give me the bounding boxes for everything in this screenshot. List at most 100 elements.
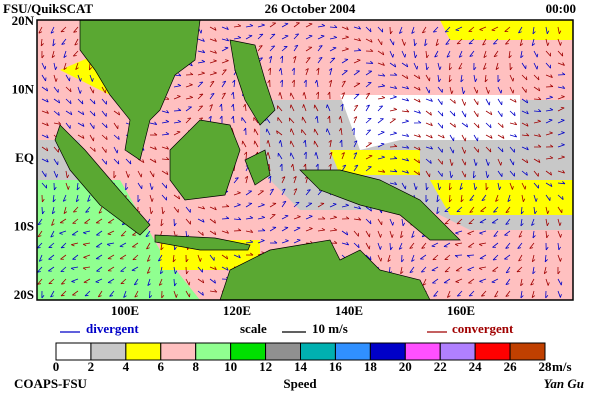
wind-arrow [509, 98, 517, 103]
wind-arrow [101, 134, 108, 141]
wind-arrow [545, 131, 553, 136]
wind-arrow [492, 242, 499, 248]
wind-arrow [257, 23, 265, 28]
wind-arrow [482, 38, 487, 46]
wind-arrow [293, 55, 297, 64]
wind-arrow [233, 217, 242, 221]
wind-arrow [509, 121, 518, 126]
wind-arrow [545, 278, 550, 286]
wind-arrow [245, 229, 254, 233]
wind-arrow [505, 206, 511, 214]
wind-arrow [509, 74, 515, 82]
wind-arrow [497, 158, 502, 166]
wind-arrow [65, 98, 72, 105]
wind-arrow [60, 254, 67, 260]
wind-arrow [509, 158, 515, 166]
wind-arrow [485, 122, 492, 129]
wind-arrow [557, 72, 566, 76]
wind-arrow [401, 133, 410, 137]
wind-arrow [533, 62, 539, 70]
wind-arrow [437, 62, 442, 70]
wind-arrow [557, 242, 561, 251]
wind-arrow [455, 278, 463, 283]
wind-arrow [437, 146, 443, 153]
wind-arrow [146, 242, 151, 250]
wind-arrow [113, 170, 117, 179]
wind-arrow [545, 62, 552, 69]
wind-arrow [95, 254, 103, 260]
wind-arrow [131, 266, 139, 272]
wind-arrow [305, 215, 313, 220]
wind-arrow [448, 194, 453, 203]
wind-arrow [532, 266, 536, 275]
wind-arrow [353, 164, 359, 172]
wind-arrow [113, 110, 121, 116]
wind-arrow [85, 206, 91, 213]
colorbar-tick: 2 [88, 359, 95, 374]
wind-arrow [185, 278, 191, 286]
wind-arrow [281, 34, 289, 40]
wind-arrow [305, 189, 311, 196]
wind-arrow [107, 218, 115, 224]
wind-arrow [413, 182, 418, 190]
legend-convergent: convergent [452, 321, 514, 336]
wind-arrow [51, 50, 56, 59]
wind-arrow [377, 38, 383, 46]
wind-arrow [401, 157, 410, 162]
wind-arrow [245, 202, 253, 208]
wind-arrow [446, 50, 451, 58]
wind-arrow [173, 290, 178, 298]
wind-arrow [436, 206, 440, 215]
colorbar-box [265, 342, 302, 361]
wind-arrow [197, 71, 205, 76]
wind-arrow [449, 122, 456, 128]
wind-arrow [101, 122, 108, 129]
wind-arrow [41, 206, 45, 215]
wind-arrow [505, 266, 511, 274]
wind-arrow [531, 218, 535, 226]
wind-arrow [473, 134, 479, 142]
wind-arrow [301, 129, 307, 136]
wind-arrow [41, 194, 45, 203]
wind-arrow [82, 242, 91, 247]
colorbar-box [90, 342, 127, 361]
wind-arrow [365, 129, 372, 136]
wind-arrow [147, 278, 151, 286]
wind-arrow [398, 26, 403, 34]
wind-arrow [449, 98, 456, 104]
colorbar-label: Speed [283, 376, 317, 391]
lat-labels: 20N 10N EQ 10S 20S [12, 13, 35, 302]
wind-arrow [504, 230, 511, 236]
wind-arrow [365, 48, 374, 52]
wind-arrow [497, 182, 502, 191]
wind-arrow [281, 239, 289, 244]
wind-arrow [71, 230, 79, 236]
header-center: 26 October 2004 [265, 1, 356, 16]
header-right: 00:00 [546, 1, 576, 16]
wind-arrow [197, 105, 204, 112]
wind-arrow [37, 230, 43, 238]
wind-arrow [65, 170, 70, 179]
lon-label: 160E [447, 303, 475, 318]
wind-arrow [467, 230, 475, 235]
wind-arrow [389, 218, 394, 226]
wind-arrow [209, 80, 215, 88]
wind-arrow [533, 194, 538, 202]
wind-arrow [353, 116, 358, 124]
colorbar-box [439, 342, 476, 361]
wind-arrow [519, 38, 524, 47]
wind-arrow [491, 278, 499, 284]
wind-arrow [83, 230, 91, 235]
wind-arrow [40, 38, 44, 47]
wind-arrow [529, 242, 535, 249]
wind-arrow [233, 23, 242, 28]
wind-arrow [389, 169, 398, 173]
wind-arrow [60, 242, 67, 249]
wind-arrow [557, 230, 562, 238]
wind-arrow [232, 79, 236, 88]
wind-arrow [53, 146, 59, 153]
wind-arrow [389, 85, 398, 90]
wind-arrow [89, 98, 96, 105]
wind-arrow [485, 170, 490, 179]
